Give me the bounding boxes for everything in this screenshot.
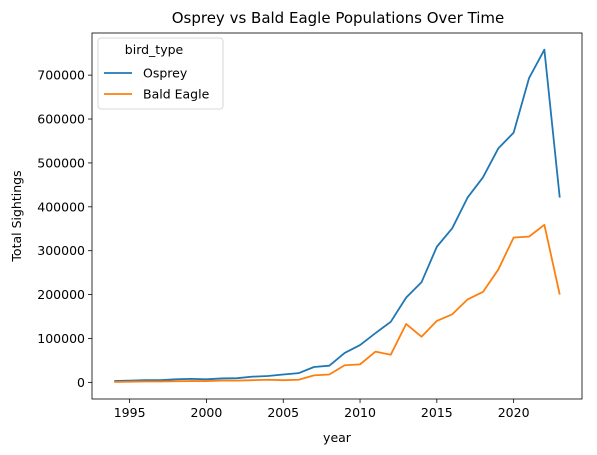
x-axis: 1995 2000 2005 2010 2015 2020 [114,399,530,420]
x-tick-label: 2005 [267,405,299,420]
y-tick-label: 200000 [37,287,85,302]
x-tick-label: 2020 [498,405,530,420]
y-tick-label: 600000 [37,112,85,127]
y-tick-label: 700000 [37,68,85,83]
y-tick-label: 100000 [37,331,85,346]
x-tick-label: 2015 [421,405,453,420]
series-line-bald-eagle [114,223,561,383]
x-tick-label: 1995 [114,405,146,420]
legend-frame [97,37,224,110]
y-tick-label: 500000 [37,155,85,170]
legend-entry-bald-eagle: Bald Eagle [143,87,210,102]
y-tick-label: 300000 [37,243,85,258]
y-axis-title: Total Sightings [9,170,24,262]
y-tick-label: 0 [77,375,85,390]
legend-title: bird_type [125,42,184,57]
x-tick-label: 2010 [344,405,376,420]
legend: bird_type Osprey Bald Eagle [97,37,224,110]
legend-entry-osprey: Osprey [143,66,188,81]
y-tick-label: 400000 [37,199,85,214]
legend-items: Osprey Bald Eagle [104,66,210,102]
x-axis-title: year [323,430,352,445]
series-lines [114,48,561,383]
series-line-osprey [114,48,561,382]
chart-title: Osprey vs Bald Eagle Populations Over Ti… [172,9,505,27]
x-tick-label: 2000 [191,405,223,420]
y-axis: 0 100000 200000 300000 400000 500000 600000 700… [37,68,92,390]
